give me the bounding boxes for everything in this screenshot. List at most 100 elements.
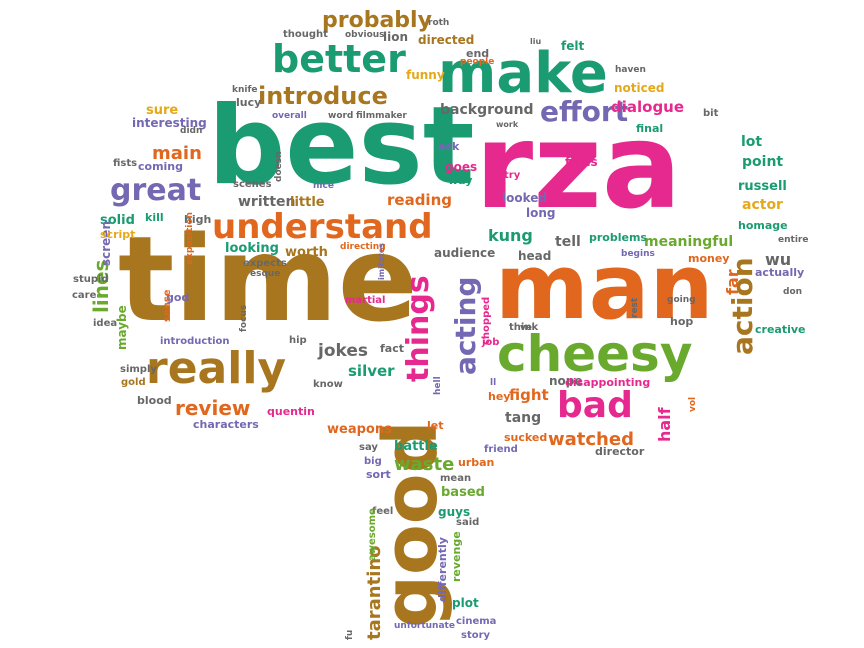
word: cheesy (497, 325, 692, 383)
word: director (595, 445, 645, 458)
word: funny (406, 68, 445, 82)
word: urban (458, 456, 494, 469)
word: fight (509, 386, 549, 404)
word: tang (505, 410, 541, 426)
word: simply (120, 364, 157, 375)
word: hey (488, 390, 510, 403)
word: exposition (185, 212, 195, 265)
word: little (290, 195, 325, 210)
word: martial (345, 295, 385, 306)
word: haven (615, 65, 646, 75)
word: money (688, 252, 729, 265)
word: high (184, 213, 211, 226)
word: going (667, 295, 696, 305)
word: far (723, 269, 742, 295)
word: great (110, 173, 201, 208)
word: goes (445, 160, 477, 174)
word: entire (778, 235, 808, 245)
word: man (495, 235, 714, 340)
word: waste (394, 454, 454, 475)
word: nice (313, 181, 334, 191)
word: thought (283, 29, 328, 40)
word: best (208, 84, 474, 209)
word: introduce (258, 82, 388, 110)
word: nope (549, 374, 583, 388)
word: job (481, 337, 499, 348)
word: end (466, 47, 489, 60)
word: lot (741, 134, 762, 150)
word: main (152, 143, 202, 164)
word: based (441, 485, 485, 500)
word: meaningful (644, 234, 733, 250)
word: wu (765, 250, 791, 269)
word: final (636, 122, 663, 135)
word: story (461, 630, 491, 641)
word: ve (520, 323, 532, 333)
word: lion (383, 30, 408, 44)
word: liu (530, 37, 541, 46)
word: directed (418, 33, 474, 47)
word: problems (589, 231, 647, 244)
word: things (401, 275, 436, 382)
word: head (518, 249, 551, 263)
word: homage (738, 219, 788, 232)
word: doesn (274, 152, 284, 183)
word: expects (243, 258, 287, 269)
word: review (175, 396, 250, 420)
word: sure (146, 103, 178, 118)
word: reading (387, 191, 452, 209)
word: creative (755, 323, 806, 336)
word: try (504, 170, 521, 181)
word: tell (555, 234, 581, 250)
word: cinema (456, 616, 496, 627)
word: gold (121, 377, 146, 388)
word: probably (322, 8, 432, 33)
word: action (726, 257, 759, 355)
word: maybe (115, 305, 129, 350)
word: guys (438, 505, 470, 519)
word: screen (99, 221, 113, 266)
word: scenes (233, 179, 272, 190)
word: written (238, 194, 295, 210)
word: better (272, 37, 406, 81)
word: focus (239, 305, 249, 332)
word: bad (557, 385, 633, 426)
word: revenge (450, 531, 463, 582)
word: actor (742, 197, 783, 213)
word: noticed (614, 81, 664, 95)
word: don (783, 287, 802, 297)
word: rest (630, 297, 640, 318)
word: really (146, 343, 286, 394)
word: fu (345, 630, 355, 640)
word: overall (272, 111, 307, 121)
word: weapons (327, 422, 392, 437)
word: effort (540, 95, 628, 128)
word: stupid (73, 274, 109, 285)
word: worth (285, 245, 328, 260)
word: understand (212, 207, 433, 247)
word: esque (250, 269, 280, 279)
word: unfortunate (394, 621, 455, 631)
word: fact (380, 342, 404, 355)
word: differently (436, 537, 449, 602)
word: disappointing (565, 376, 650, 389)
word: filmmaker (356, 111, 407, 121)
word: imitates (377, 243, 386, 280)
word: didn (180, 126, 202, 136)
word: russell (738, 179, 787, 194)
word: lucy (236, 96, 261, 109)
word: knife (232, 85, 258, 95)
word: big (364, 456, 382, 467)
word: lines (89, 260, 113, 313)
word: looking (225, 241, 279, 256)
word: time (118, 210, 418, 348)
word: begins (621, 249, 655, 259)
word: chopped (481, 297, 492, 345)
word: directing (340, 242, 386, 252)
word: hell (433, 376, 443, 395)
word: rza (475, 97, 682, 235)
word: said (456, 517, 479, 528)
word: work (496, 120, 519, 129)
word: jokes (317, 341, 368, 361)
